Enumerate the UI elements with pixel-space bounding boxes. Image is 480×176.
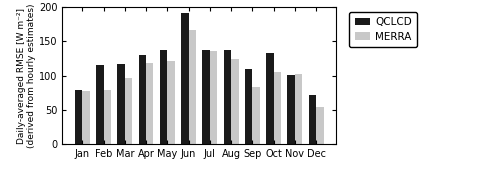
Bar <box>117 64 125 144</box>
Bar <box>82 92 90 144</box>
Bar <box>189 30 196 144</box>
Bar <box>139 55 146 144</box>
Bar <box>224 50 231 144</box>
Bar <box>316 107 324 144</box>
Bar <box>245 69 252 144</box>
Bar <box>295 74 302 144</box>
Bar <box>125 78 132 144</box>
Y-axis label: Daily-averaged RMSE [W m⁻²]
(derived from hourly estimates): Daily-averaged RMSE [W m⁻²] (derived fro… <box>17 3 36 148</box>
Bar <box>288 75 295 144</box>
Bar <box>266 53 274 144</box>
Bar <box>309 95 316 144</box>
Bar <box>203 50 210 144</box>
Bar <box>181 13 189 144</box>
Bar <box>168 61 175 144</box>
Bar <box>210 51 217 144</box>
Bar <box>231 58 239 144</box>
Bar <box>96 65 104 144</box>
Bar <box>252 87 260 144</box>
Bar <box>75 90 82 144</box>
Bar <box>274 72 281 144</box>
Bar <box>146 63 154 144</box>
Legend: QCLCD, MERRA: QCLCD, MERRA <box>349 12 418 47</box>
Bar <box>160 50 168 144</box>
Bar <box>104 90 111 144</box>
